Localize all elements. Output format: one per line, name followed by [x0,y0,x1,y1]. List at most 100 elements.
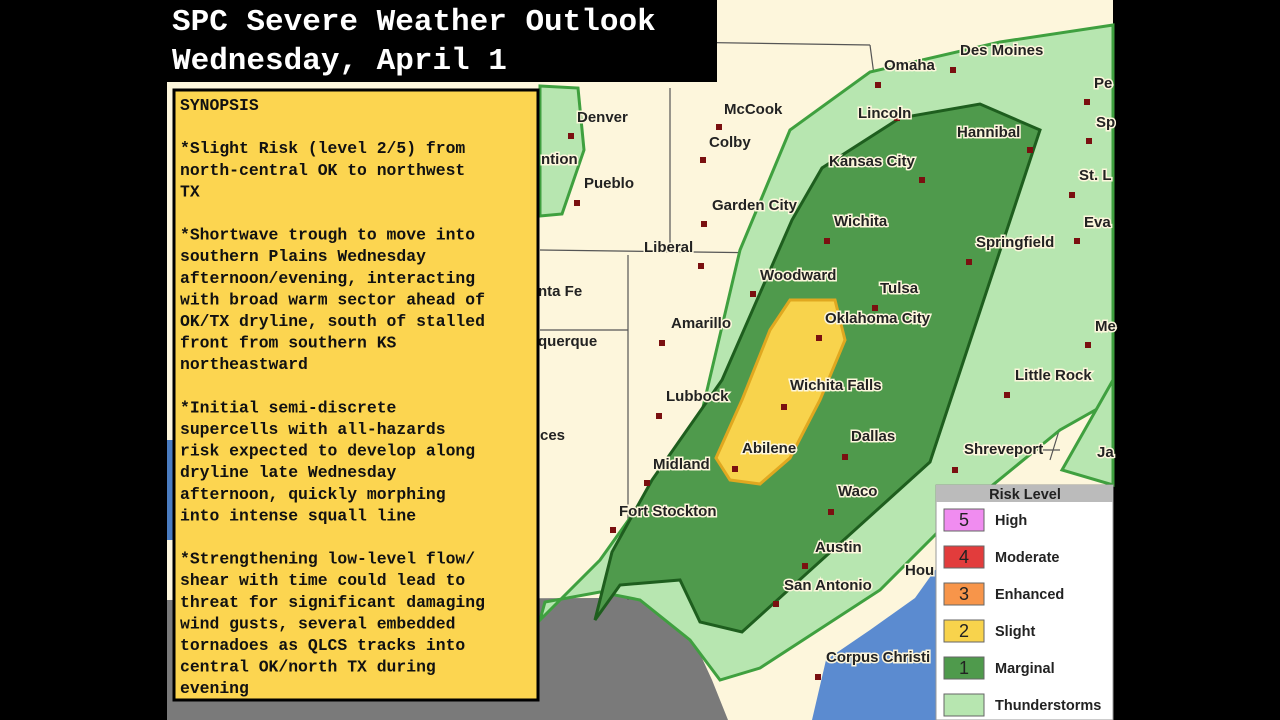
city-label: Tulsa [880,280,919,297]
city-label: Me [1095,318,1116,335]
city-dot [966,259,972,265]
city-label: Liberal [644,239,693,256]
city-label: Midland [653,456,710,473]
city-label: Eva [1084,214,1111,231]
city-label: Woodward [760,267,836,284]
city-label: Hou [905,562,934,579]
risk-area [538,84,586,218]
synopsis-line: tornadoes as QLCS tracks into [180,636,465,655]
city-dot [1004,392,1010,398]
city-dot [644,480,650,486]
city-label: Pueblo [584,175,634,192]
city-dot [875,82,881,88]
city-label: Amarillo [671,315,731,332]
synopsis: SYNOPSIS *Slight Risk (level 2/5) from nor… [180,96,485,698]
legend-label: Enhanced [995,587,1064,603]
synopsis-line: afternoon/evening, interacting [180,269,475,288]
legend-number: 3 [959,584,969,604]
city-dot [824,238,830,244]
cities: Denver McCook Colby Pueblo Garden City Libera… [537,41,1117,680]
legend-swatch [943,545,985,569]
synopsis-line: *Strengthening low-level flow/ [180,550,475,569]
synopsis-line: TX [180,182,200,201]
synopsis-heading: SYNOPSIS [180,96,259,115]
city-label: querque [538,333,597,350]
city-dot [1084,99,1090,105]
synopsis-line: afternoon, quickly morphing [180,485,446,504]
synopsis-line: supercells with all-hazards [180,420,446,439]
synopsis-line: dryline late Wednesday [180,463,397,482]
synopsis-line: *Shortwave trough to move into [180,226,475,245]
city-label: Garden City [712,197,798,214]
city-dot [568,133,574,139]
title: SPC Severe Weather Outlook [172,5,656,40]
synopsis-line: wind gusts, several embedded [180,614,455,633]
synopsis-line: OK/TX dryline, south of stalled [180,312,485,331]
city-label: Fort Stockton [619,503,717,520]
synopsis-line: *Slight Risk (level 2/5) from [180,139,465,158]
synopsis-line: threat for significant damaging [180,593,485,612]
city-dot [828,509,834,515]
legend-swatch [943,508,985,532]
city-label: Dallas [851,428,895,445]
legend-swatch [943,656,985,680]
legend: Risk Level 5 High 4 Moderate 3 Enhanced 2 Sligh… [935,484,1114,720]
synopsis-line: northeastward [180,355,308,374]
city-label: McCook [724,101,783,118]
city-label: Abilene [742,440,796,457]
city-label: San Antonio [784,577,872,594]
synopsis-line: evening [180,679,249,698]
city-label: Little Rock [1015,367,1092,384]
legend-title: Risk Level [989,487,1061,503]
city-label: Lubbock [666,388,729,405]
city-label: Colby [709,134,751,151]
synopsis-line: southern Plains Wednesday [180,247,426,266]
city-label: Austin [815,539,862,556]
city-label: Pe [1094,75,1112,92]
city-label: Sp [1096,114,1115,131]
city-label: Oklahoma City [825,310,931,327]
city-dot [816,335,822,341]
city-dot [802,563,808,569]
city-dot [773,601,779,607]
legend-swatch [943,582,985,606]
city-label: Shreveport [964,441,1043,458]
city-dot [698,263,704,269]
city-label: Des Moines [960,42,1043,59]
city-dot [1074,238,1080,244]
city-label: Wichita [834,213,888,230]
city-dot [1027,147,1033,153]
city-label: Springfield [976,234,1054,251]
city-dot [716,124,722,130]
city-dot [700,157,706,163]
city-dot [750,291,756,297]
city-label: nta Fe [538,283,582,300]
legend-number: 2 [959,621,969,641]
city-dot [781,404,787,410]
city-dot [894,115,900,121]
city-dot [842,454,848,460]
legend-swatch [943,693,985,717]
city-dot [610,527,616,533]
synopsis-line: front from southern KS [180,334,397,353]
city-label: Corpus Christi [826,649,930,666]
synopsis-box [172,88,540,702]
city-dot [1086,138,1092,144]
title-box [167,0,717,82]
legend-label: Slight [995,624,1035,640]
city-dot [1069,192,1075,198]
synopsis-line: *Initial semi-discrete [180,398,397,417]
legend-label: High [995,513,1027,529]
city-dot [701,221,707,227]
city-dot [656,413,662,419]
synopsis-line: shear with time could lead to [180,571,465,590]
city-label: Hannibal [957,124,1020,141]
city-label: Ja [1097,444,1114,461]
synopsis-line: with broad warm sector ahead of [180,290,485,309]
city-label: Lincoln [858,105,911,122]
risk-area [714,298,847,486]
subtitle: Wednesday, April 1 [172,44,507,79]
legend-label: Moderate [995,550,1059,566]
city-label: Omaha [884,57,936,74]
